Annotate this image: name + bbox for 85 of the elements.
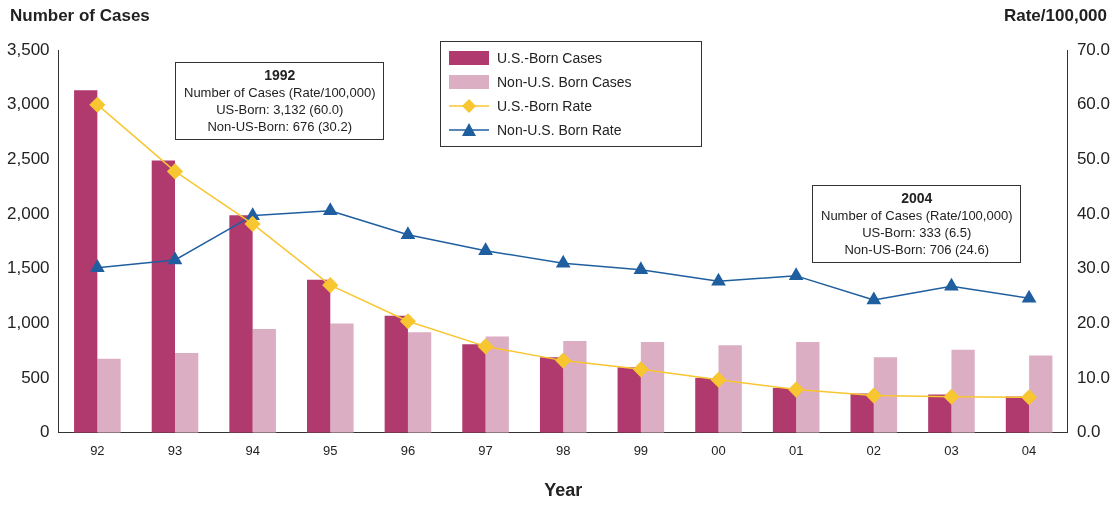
x-axis-title: Year [544,480,583,501]
y2-tick-label: 30.0 [1076,258,1111,278]
point [866,292,881,305]
x-tick-label: 00 [711,443,726,459]
bar [462,344,486,433]
y2-axis-title: Rate/100,000 [1003,6,1107,26]
x-tick-label: 02 [866,443,882,459]
y-tick-label: 2,000 [6,203,50,223]
legend-label: U.S.-Born Cases [497,50,603,66]
x-tick-label: 99 [633,443,649,459]
bar [1029,355,1053,433]
point [556,255,571,268]
point [788,381,804,398]
point [789,268,803,281]
point [866,387,882,404]
y2-tick-label: 70.0 [1076,39,1111,59]
bar [407,332,432,433]
bar [74,90,98,433]
bar [229,215,253,433]
y2-tick-label: 10.0 [1076,367,1111,387]
y-tick-label: 500 [21,367,50,387]
y-tick-label: 0 [40,422,50,442]
y2-tick-label: 50.0 [1076,149,1111,169]
x-tick-label: 92 [90,443,105,459]
bar [796,342,820,433]
bar [850,393,874,433]
x-tick-label: 95 [323,443,338,459]
y2-tick-label: 60.0 [1076,94,1111,114]
bar [563,340,587,433]
point [711,273,726,286]
x-tick-label: 97 [478,443,493,459]
y-tick-label: 3,500 [6,39,50,59]
point [710,372,727,388]
y-tick-label: 1,000 [6,313,50,333]
point [322,277,339,293]
point [944,278,959,291]
point [943,388,960,405]
point [478,242,493,255]
point [244,216,261,232]
y2-tick-label: 0.0 [1076,422,1101,442]
bar [252,328,276,433]
bar [617,367,641,433]
point [90,259,105,272]
bar [330,323,354,433]
bar [695,378,719,433]
point [323,203,338,216]
bar [951,349,975,433]
bar [97,358,121,433]
legend-label: Non-U.S. Born Rate [497,122,622,138]
annotation: 1992 Number of Cases (Rate/100,000) US-Born: 3,132 (60.0) Non-US-Born: 676 (30.2) [184,67,376,134]
bar [640,342,665,433]
point [477,338,494,355]
y2-tick-label: 20.0 [1076,313,1111,333]
x-tick-label: 01 [788,443,804,459]
bar [539,357,564,433]
y-tick-label: 1,500 [6,258,50,278]
legend-label: Non-U.S. Born Cases [497,74,632,90]
bar [151,160,176,433]
point [555,352,571,369]
bar [175,352,199,433]
bar [384,315,408,433]
x-tick-label: 98 [555,443,571,459]
x-tick-label: 96 [400,443,416,459]
point [1021,389,1037,405]
y-tick-label: 3,000 [6,94,50,114]
y2-tick-label: 40.0 [1076,203,1111,223]
bar [873,357,898,433]
bar [307,279,331,433]
x-tick-label: 94 [245,443,260,459]
x-tick-label: 04 [1021,443,1037,459]
legend-label: U.S.-Born Rate [497,98,592,114]
bar [485,336,509,433]
x-tick-label: 93 [167,443,183,459]
point [634,262,648,275]
point [168,252,182,265]
annotation: 2004 Number of Cases (Rate/100,000) US-Born: 333 (6.5) Non-US-Born: 706 (24.6) [821,190,1013,257]
point [1022,290,1036,303]
point [633,361,649,378]
bar [772,387,797,433]
bar [718,345,742,433]
point [401,227,415,240]
y-tick-label: 2,500 [6,149,50,169]
y-axis-title: Number of Cases [10,6,150,26]
x-tick-label: 03 [944,443,959,459]
point [400,313,416,329]
